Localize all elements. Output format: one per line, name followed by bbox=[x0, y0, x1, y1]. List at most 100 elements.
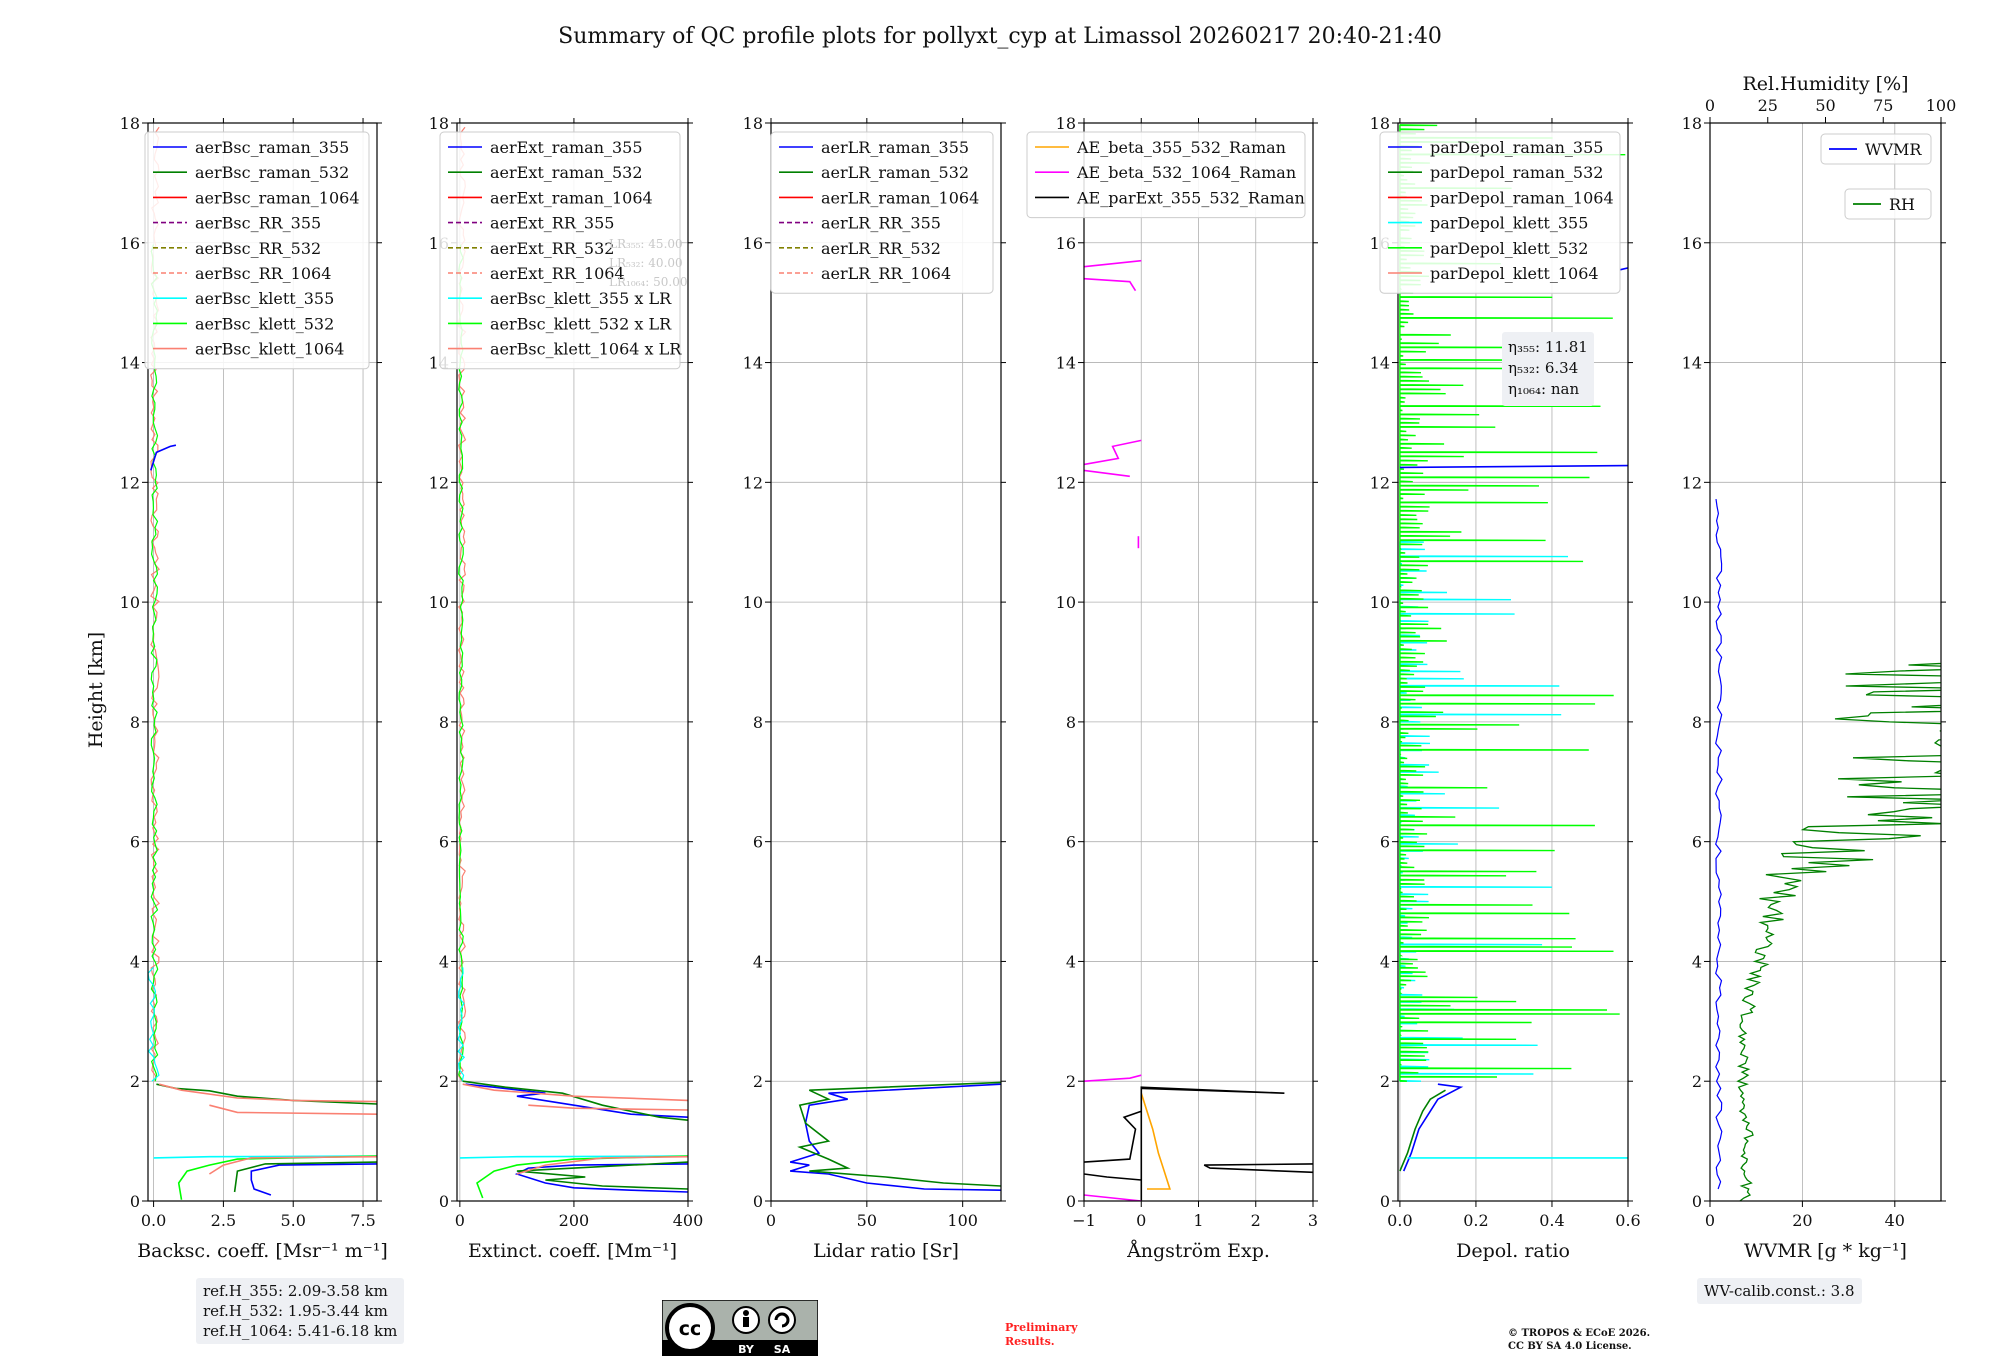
cc-icon: cc bbox=[679, 1318, 702, 1340]
y-tick-label: 14 bbox=[743, 354, 763, 373]
y-tick-label: 18 bbox=[429, 114, 449, 133]
legend-label: aerBsc_klett_532 x LR bbox=[490, 314, 672, 333]
legend-label: aerBsc_klett_355 x LR bbox=[490, 289, 672, 308]
x-tick-label: 0.0 bbox=[141, 1211, 166, 1230]
x-axis-label: Ångström Exp. bbox=[1126, 1240, 1270, 1262]
y-tick-label: 0 bbox=[1380, 1192, 1390, 1211]
legend-label: aerExt_RR_532 bbox=[490, 239, 614, 258]
legend-label: parDepol_raman_532 bbox=[1430, 163, 1603, 182]
y-tick-label: 14 bbox=[1370, 354, 1390, 373]
x-tick-label: 2.5 bbox=[211, 1211, 236, 1230]
legend-label: RH bbox=[1889, 195, 1915, 214]
x-tick-label: 50 bbox=[857, 1211, 877, 1230]
panel-bsc: 0 2 4 6 8 10 12 14 16 18 0.0 2.5 5.0 7.5 Backsc. coeff… bbox=[120, 114, 388, 1262]
legend-label: WVMR bbox=[1865, 140, 1922, 159]
legend-frame bbox=[1844, 188, 1932, 220]
x-axis-label: Extinct. coeff. [Mm⁻¹] bbox=[468, 1240, 677, 1262]
y-tick-label: 10 bbox=[1370, 593, 1390, 612]
top-x-tick-label: 75 bbox=[1873, 96, 1893, 115]
legend: parDepol_raman_355 parDepol_raman_532 parD… bbox=[1379, 131, 1621, 294]
legend-label: aerExt_RR_1064 bbox=[490, 264, 625, 283]
legend-label: aerExt_raman_355 bbox=[490, 138, 643, 157]
y-tick-label: 0 bbox=[1066, 1192, 1076, 1211]
cc-by-label: BY bbox=[738, 1343, 755, 1356]
preliminary-line-2: Results. bbox=[1005, 1335, 1055, 1348]
y-tick-label: 12 bbox=[1056, 473, 1076, 492]
legend-label: aerBsc_raman_532 bbox=[195, 163, 349, 182]
y-tick-label: 4 bbox=[1066, 952, 1076, 971]
legend-label: aerBsc_raman_355 bbox=[195, 138, 349, 157]
x-axis-label: WVMR [g * kg⁻¹] bbox=[1744, 1240, 1907, 1262]
lr-note: LR₁₀₆₄: 50.00 bbox=[609, 275, 687, 289]
copyright-note: © TROPOS & ECoE 2026. CC BY SA 4.0 Licen… bbox=[1508, 1327, 1650, 1353]
y-tick-label: 12 bbox=[743, 473, 763, 492]
x-tick-label: 400 bbox=[673, 1211, 704, 1230]
axes-frame bbox=[456, 122, 689, 1202]
wvmr-trace bbox=[1715, 499, 1723, 1190]
x-tick-label: 200 bbox=[559, 1211, 590, 1230]
series-line bbox=[1084, 469, 1130, 478]
legend-label: parDepol_klett_532 bbox=[1430, 239, 1588, 258]
y-tick-label: 14 bbox=[1056, 354, 1076, 373]
x-tick-label: 0 bbox=[1705, 1211, 1715, 1230]
ref-height-532: ref.H_532: 1.95-3.44 km bbox=[203, 1302, 388, 1320]
top-x-tick-label: 100 bbox=[1926, 96, 1957, 115]
y-tick-label: 6 bbox=[1380, 833, 1390, 852]
y-tick-label: 18 bbox=[1056, 114, 1076, 133]
series-line bbox=[797, 1081, 1001, 1187]
series-line bbox=[516, 1161, 688, 1190]
noise-trace-lime bbox=[150, 244, 159, 1082]
legend-label: aerLR_RR_355 bbox=[821, 214, 941, 233]
copyright-line-2: CC BY SA 4.0 License. bbox=[1508, 1341, 1632, 1352]
legend: aerLR_raman_355 aerLR_raman_532 aerLR_rama… bbox=[770, 131, 994, 294]
legend-label: aerBsc_RR_532 bbox=[195, 239, 321, 258]
panel-data bbox=[457, 126, 688, 1199]
y-tick-label: 0 bbox=[753, 1192, 763, 1211]
legend-label: parDepol_klett_355 bbox=[1430, 214, 1588, 233]
legend-label: AE_beta_355_532_Raman bbox=[1076, 138, 1286, 157]
y-tick-label: 2 bbox=[1692, 1072, 1702, 1091]
y-tick-label: 4 bbox=[1692, 952, 1702, 971]
legend-label: aerBsc_RR_1064 bbox=[195, 264, 331, 283]
series-line bbox=[208, 1155, 377, 1175]
panel-data bbox=[789, 1081, 1001, 1191]
x-axis-label: Depol. ratio bbox=[1456, 1240, 1570, 1262]
eta-value: η₃₅₅: 11.81 bbox=[1508, 338, 1588, 356]
y-tick-label: 0 bbox=[439, 1192, 449, 1211]
y-tick-label: 8 bbox=[439, 713, 449, 732]
series-line bbox=[153, 1155, 377, 1159]
wv-calib-constant: WV-calib.const.: 3.8 bbox=[1704, 1282, 1855, 1300]
x-tick-label: −1 bbox=[1072, 1211, 1096, 1230]
panel-lr: 0 2 4 6 8 10 12 14 16 18 0 50 100 Lidar ratio [Sr] aer… bbox=[743, 114, 1006, 1262]
legend: AE_beta_355_532_Raman AE_beta_532_1064_Ra… bbox=[1026, 131, 1306, 219]
legend-label: aerBsc_klett_1064 bbox=[195, 340, 344, 359]
series-line bbox=[1084, 1194, 1142, 1201]
y-tick-label: 6 bbox=[439, 833, 449, 852]
y-tick-label: 8 bbox=[1066, 713, 1076, 732]
legend-label: aerBsc_klett_1064 x LR bbox=[490, 340, 682, 359]
series-line bbox=[1084, 259, 1142, 268]
series-line bbox=[1084, 277, 1137, 292]
x-tick-label: 3 bbox=[1308, 1211, 1318, 1230]
legend-label: aerLR_RR_1064 bbox=[821, 264, 951, 283]
legend-label: aerExt_raman_532 bbox=[490, 163, 643, 182]
legend: aerExt_raman_355 aerExt_raman_532 aerExt_r… bbox=[439, 131, 682, 370]
legend: RH bbox=[1844, 188, 1932, 220]
y-tick-label: 2 bbox=[130, 1072, 140, 1091]
y-tick-label: 6 bbox=[130, 833, 140, 852]
x-tick-label: 2 bbox=[1251, 1211, 1261, 1230]
legend-label: parDepol_raman_355 bbox=[1430, 138, 1603, 157]
y-tick-label: 12 bbox=[429, 473, 449, 492]
legend: aerBsc_raman_355 aerBsc_raman_532 aerBsc_r… bbox=[144, 131, 370, 370]
series-line bbox=[250, 1163, 377, 1196]
series-line bbox=[1399, 1089, 1446, 1172]
copyright-line-1: © TROPOS & ECoE 2026. bbox=[1508, 1328, 1651, 1339]
preliminary-line-1: Preliminary bbox=[1005, 1321, 1078, 1334]
legend: WVMR bbox=[1820, 133, 1932, 165]
series-line bbox=[465, 1083, 688, 1118]
y-tick-label: 2 bbox=[439, 1072, 449, 1091]
eta-box-bg bbox=[1502, 332, 1594, 406]
legend-frame bbox=[1026, 131, 1306, 219]
